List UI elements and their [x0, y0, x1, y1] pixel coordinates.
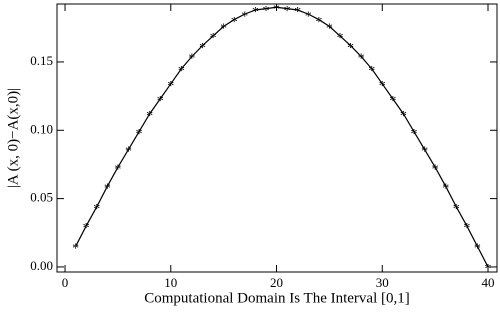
- data-marker: *: [220, 22, 227, 37]
- data-marker: *: [400, 109, 407, 124]
- data-marker: *: [178, 64, 185, 79]
- data-line: [75, 6, 489, 268]
- data-marker: *: [347, 41, 354, 56]
- data-marker: *: [463, 221, 470, 236]
- data-marker: *: [442, 182, 449, 197]
- data-marker: *: [104, 182, 111, 197]
- data-marker: *: [474, 242, 481, 257]
- y-tick-label: 0.10: [30, 121, 53, 136]
- data-marker: *: [252, 5, 259, 20]
- data-marker: *: [210, 31, 217, 46]
- data-marker: *: [294, 5, 301, 20]
- data-marker: *: [167, 79, 174, 94]
- x-tick-label: 0: [62, 275, 69, 290]
- x-tick-label: 10: [164, 275, 177, 290]
- data-marker: *: [72, 242, 79, 257]
- data-marker: *: [389, 94, 396, 109]
- y-tick-label: 0.00: [30, 258, 53, 273]
- data-marker: *: [125, 145, 132, 160]
- data-marker: *: [326, 22, 333, 37]
- data-marker: *: [188, 52, 195, 67]
- data-marker: *: [136, 127, 143, 142]
- data-marker: *: [453, 202, 460, 217]
- data-marker: *: [315, 15, 322, 30]
- y-tick-label: 0.05: [30, 190, 53, 205]
- y-axis-label: |A (x, 0)−A(x,0)|: [5, 88, 21, 188]
- data-marker: *: [432, 162, 439, 177]
- data-marker: *: [146, 109, 153, 124]
- data-marker: *: [114, 162, 121, 177]
- data-marker: *: [262, 4, 269, 19]
- plot-frame: [56, 3, 498, 273]
- data-marker: *: [421, 145, 428, 160]
- data-marker: *: [358, 52, 365, 67]
- x-tick-label: 40: [482, 275, 495, 290]
- data-marker: *: [231, 15, 238, 30]
- data-marker: *: [379, 79, 386, 94]
- data-marker: *: [368, 64, 375, 79]
- data-marker: *: [305, 9, 312, 24]
- data-marker: *: [199, 41, 206, 56]
- x-axis-label: Computational Domain Is The Interval [0,…: [144, 290, 410, 306]
- x-tick-label: 30: [376, 275, 389, 290]
- data-marker: *: [93, 202, 100, 217]
- data-marker: *: [284, 4, 291, 19]
- x-tick-label: 20: [270, 275, 283, 290]
- data-marker: *: [241, 9, 248, 24]
- data-marker: *: [410, 127, 417, 142]
- data-marker: *: [336, 31, 343, 46]
- data-marker: *: [485, 262, 492, 277]
- y-tick-label: 0.15: [30, 53, 53, 68]
- data-marker: *: [157, 94, 164, 109]
- data-marker: *: [83, 221, 90, 236]
- data-marker: *: [273, 2, 280, 17]
